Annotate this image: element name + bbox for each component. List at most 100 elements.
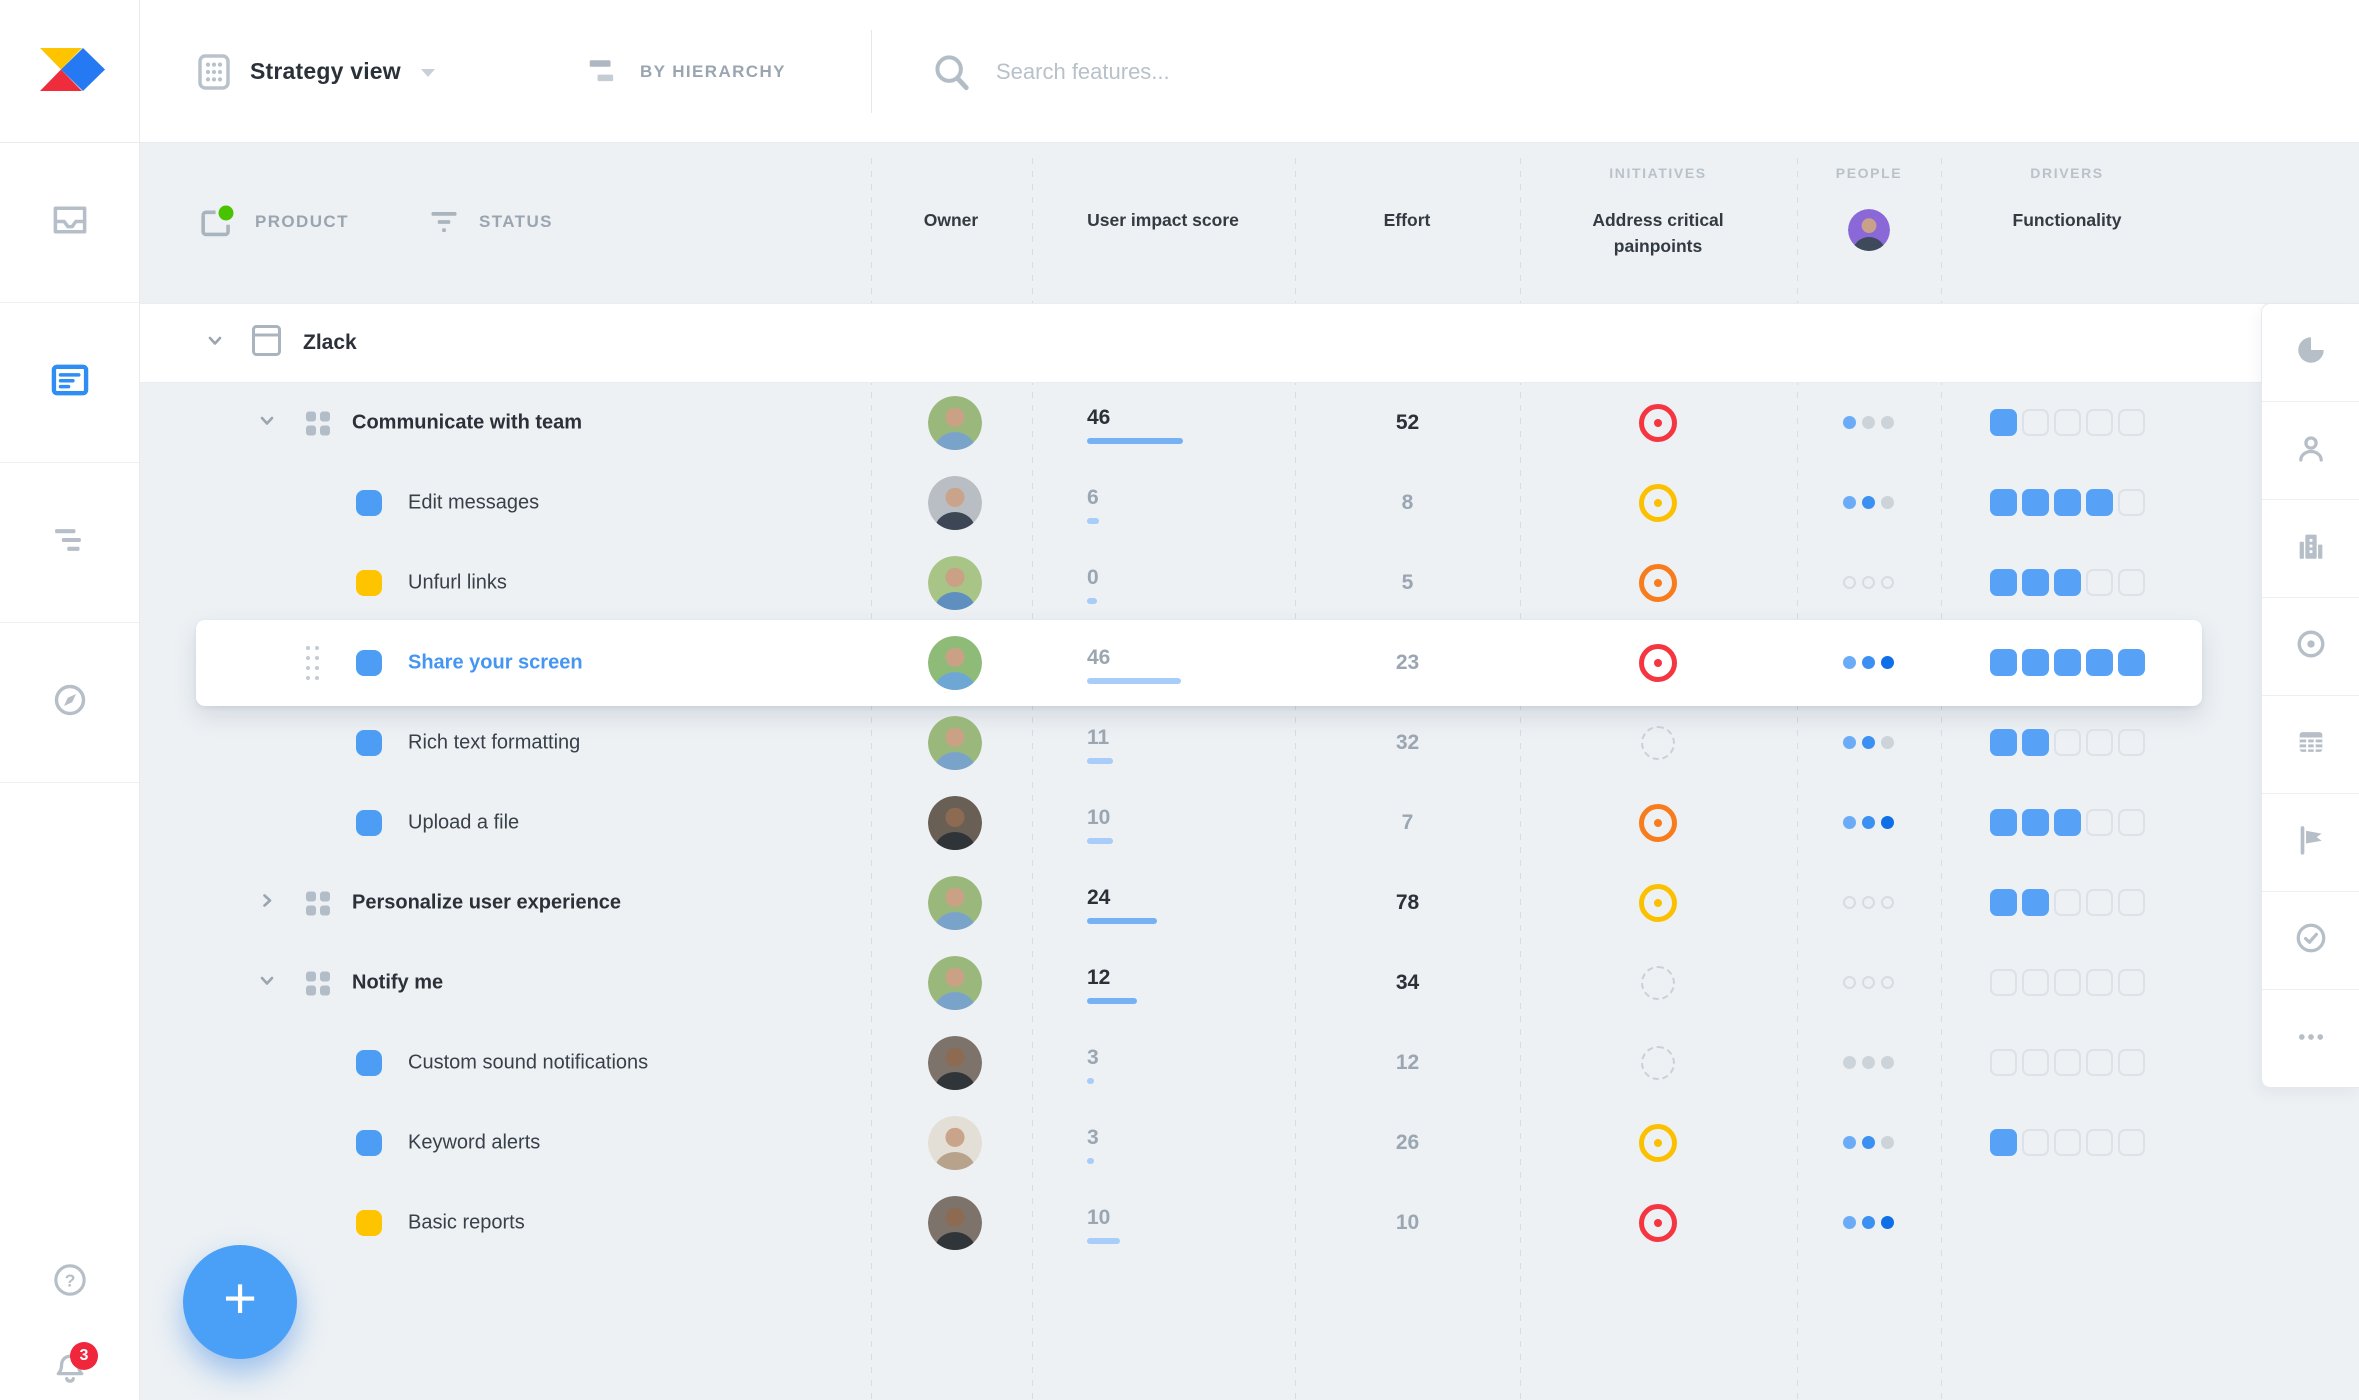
people-dots[interactable] bbox=[1843, 816, 1894, 829]
app-logo[interactable] bbox=[0, 0, 140, 143]
table-row[interactable]: Basic reports 10 10 bbox=[140, 1183, 2359, 1263]
effort-cell[interactable]: 8 bbox=[1401, 491, 1414, 514]
people-dots[interactable] bbox=[1843, 1056, 1894, 1069]
owner-avatar[interactable] bbox=[928, 876, 982, 930]
help-button[interactable]: ? bbox=[53, 1263, 87, 1302]
table-row[interactable]: Communicate with team 46 52 bbox=[140, 383, 2359, 463]
table-row[interactable]: Edit messages 6 8 bbox=[140, 463, 2359, 543]
driver-column-header[interactable]: Functionality bbox=[2012, 210, 2122, 230]
owner-avatar[interactable] bbox=[928, 1036, 982, 1090]
row-label[interactable]: Communicate with team bbox=[352, 411, 583, 434]
table-row[interactable]: Upload a file 10 7 bbox=[140, 783, 2359, 863]
view-switcher[interactable]: Strategy view bbox=[198, 0, 435, 143]
effort-cell[interactable]: 7 bbox=[1401, 811, 1414, 834]
sidebar-item-hierarchy[interactable] bbox=[0, 463, 139, 623]
row-label[interactable]: Rich text formatting bbox=[408, 731, 581, 754]
owner-avatar[interactable] bbox=[928, 556, 982, 610]
status-filter-button[interactable]: STATUS bbox=[429, 207, 553, 237]
effort-cell[interactable]: 26 bbox=[1395, 1131, 1420, 1154]
chevron-down-icon[interactable] bbox=[258, 972, 276, 995]
row-label[interactable]: Upload a file bbox=[408, 811, 520, 834]
people-dots[interactable] bbox=[1843, 976, 1894, 989]
toolbar-flag-button[interactable] bbox=[2262, 794, 2359, 892]
people-dots[interactable] bbox=[1843, 416, 1894, 429]
owner-avatar[interactable] bbox=[928, 1196, 982, 1250]
driver-score-squares[interactable] bbox=[1990, 1129, 2145, 1156]
initiative-status-yellow-icon[interactable] bbox=[1639, 884, 1677, 922]
initiative-status-empty-icon[interactable] bbox=[1641, 726, 1675, 760]
initiative-column-header[interactable]: Address critical painpoints bbox=[1592, 210, 1724, 256]
initiative-status-red-icon[interactable] bbox=[1639, 404, 1677, 442]
people-column-avatar[interactable] bbox=[1848, 209, 1890, 251]
toolbar-table-button[interactable] bbox=[2262, 696, 2359, 794]
search-input[interactable]: Search features... bbox=[932, 0, 1170, 143]
effort-cell[interactable]: 23 bbox=[1395, 651, 1420, 674]
driver-score-squares[interactable] bbox=[1990, 889, 2145, 916]
row-label[interactable]: Custom sound notifications bbox=[408, 1051, 649, 1074]
people-dots[interactable] bbox=[1843, 1136, 1894, 1149]
effort-cell[interactable]: 5 bbox=[1401, 571, 1414, 594]
driver-score-squares[interactable] bbox=[1990, 969, 2145, 996]
people-dots[interactable] bbox=[1843, 656, 1894, 669]
owner-column-header[interactable]: Owner bbox=[923, 210, 979, 230]
impact-column-header[interactable]: User impact score bbox=[1087, 210, 1239, 230]
driver-score-squares[interactable] bbox=[1990, 1049, 2145, 1076]
table-row[interactable]: Zlack bbox=[140, 303, 2359, 383]
grouping-button[interactable]: BY HIERARCHY bbox=[588, 0, 786, 143]
driver-score-squares[interactable] bbox=[1990, 809, 2145, 836]
driver-score-squares[interactable] bbox=[1990, 729, 2145, 756]
add-feature-button[interactable]: + bbox=[183, 1245, 297, 1359]
effort-cell[interactable]: 52 bbox=[1395, 411, 1420, 434]
owner-avatar[interactable] bbox=[928, 956, 982, 1010]
row-label[interactable]: Unfurl links bbox=[408, 571, 507, 594]
effort-cell[interactable]: 78 bbox=[1395, 891, 1420, 914]
table-row[interactable]: Custom sound notifications 3 12 bbox=[140, 1023, 2359, 1103]
initiative-status-yellow-icon[interactable] bbox=[1639, 484, 1677, 522]
initiative-status-red-icon[interactable] bbox=[1639, 1204, 1677, 1242]
initiative-status-orange-icon[interactable] bbox=[1639, 564, 1677, 602]
drag-handle-icon[interactable] bbox=[306, 646, 321, 680]
toolbar-more-button[interactable] bbox=[2262, 990, 2359, 1088]
sidebar-item-compass[interactable] bbox=[0, 623, 139, 783]
owner-avatar[interactable] bbox=[928, 396, 982, 450]
table-row[interactable]: Notify me 12 34 bbox=[140, 943, 2359, 1023]
driver-score-squares[interactable] bbox=[1990, 569, 2145, 596]
driver-score-squares[interactable] bbox=[1990, 409, 2145, 436]
initiative-status-orange-icon[interactable] bbox=[1639, 804, 1677, 842]
driver-score-squares[interactable] bbox=[1990, 489, 2145, 516]
effort-cell[interactable]: 12 bbox=[1395, 1051, 1420, 1074]
owner-avatar[interactable] bbox=[928, 716, 982, 770]
row-label[interactable]: Zlack bbox=[303, 331, 357, 354]
chevron-down-icon[interactable] bbox=[206, 332, 224, 355]
driver-score-squares[interactable] bbox=[1990, 649, 2145, 676]
effort-column-header[interactable]: Effort bbox=[1383, 210, 1431, 230]
toolbar-company-button[interactable] bbox=[2262, 500, 2359, 598]
product-filter-button[interactable]: PRODUCT bbox=[199, 205, 349, 237]
toolbar-check-circle-button[interactable] bbox=[2262, 892, 2359, 990]
row-label[interactable]: Personalize user experience bbox=[352, 891, 622, 914]
chevron-right-icon[interactable] bbox=[258, 892, 276, 915]
effort-cell[interactable]: 10 bbox=[1395, 1211, 1420, 1234]
owner-avatar[interactable] bbox=[928, 636, 982, 690]
initiative-status-empty-icon[interactable] bbox=[1641, 1046, 1675, 1080]
owner-avatar[interactable] bbox=[928, 476, 982, 530]
initiative-status-empty-icon[interactable] bbox=[1641, 966, 1675, 1000]
row-label[interactable]: Notify me bbox=[352, 971, 444, 994]
table-row[interactable]: Rich text formatting 11 32 bbox=[140, 703, 2359, 783]
sidebar-item-notes[interactable] bbox=[0, 303, 139, 463]
table-row[interactable]: Personalize user experience 24 78 bbox=[140, 863, 2359, 943]
row-label[interactable]: Edit messages bbox=[408, 491, 540, 514]
people-dots[interactable] bbox=[1843, 896, 1894, 909]
row-label[interactable]: Basic reports bbox=[408, 1211, 525, 1234]
effort-cell[interactable]: 34 bbox=[1395, 971, 1420, 994]
sidebar-item-inbox[interactable] bbox=[0, 143, 139, 303]
table-row[interactable]: Keyword alerts 3 26 bbox=[140, 1103, 2359, 1183]
row-label[interactable]: Keyword alerts bbox=[408, 1131, 541, 1154]
effort-cell[interactable]: 32 bbox=[1395, 731, 1420, 754]
people-dots[interactable] bbox=[1843, 576, 1894, 589]
people-dots[interactable] bbox=[1843, 736, 1894, 749]
toolbar-person-button[interactable] bbox=[2262, 402, 2359, 500]
table-row[interactable]: Unfurl links 0 5 bbox=[140, 543, 2359, 623]
row-label[interactable]: Share your screen bbox=[408, 651, 583, 674]
initiative-status-yellow-icon[interactable] bbox=[1639, 1124, 1677, 1162]
